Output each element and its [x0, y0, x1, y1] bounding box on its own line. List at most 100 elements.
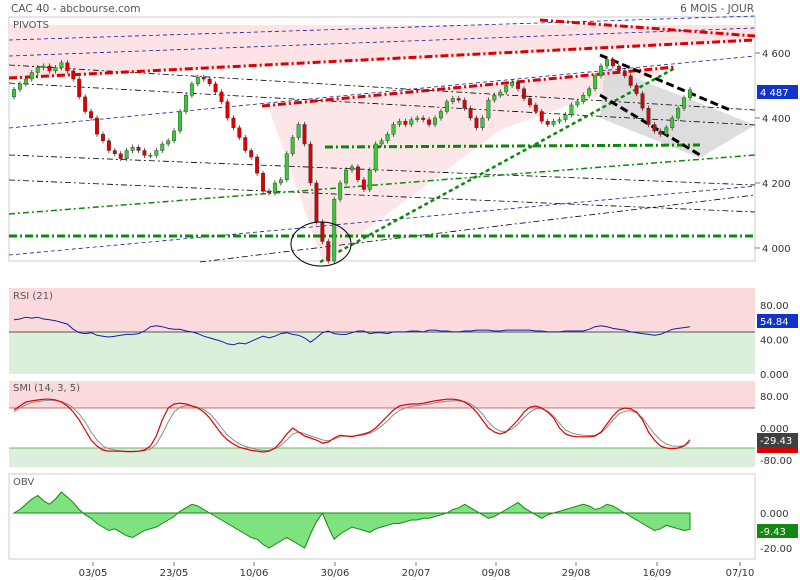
candle-body	[587, 88, 592, 96]
candle-body	[213, 83, 218, 93]
pivot-line	[8, 154, 756, 215]
x-tick-label: 16/09	[643, 568, 672, 579]
candle-body	[160, 143, 165, 151]
candle-body	[682, 97, 687, 109]
pivot-line	[8, 185, 756, 256]
x-tick-label: 20/07	[402, 568, 431, 579]
candle-body	[456, 98, 461, 101]
candle-body	[373, 143, 378, 171]
candle-body	[522, 88, 526, 99]
candle-body	[634, 85, 639, 94]
candle-body	[403, 121, 408, 125]
candle-body	[462, 99, 467, 109]
candle-body	[658, 130, 663, 135]
candle-body	[255, 156, 260, 174]
rsi-tick-label: 0.000	[760, 370, 789, 381]
candle-body	[225, 101, 230, 119]
candle-body	[480, 117, 485, 128]
candle-body	[367, 169, 372, 190]
rsi-panel: RSI (21) 80.00 40.00 0.000 54.84	[9, 288, 798, 381]
candle-body	[581, 95, 586, 102]
rsi-panel-label: RSI (21)	[13, 291, 53, 302]
candle-body	[539, 111, 544, 122]
candle-body	[112, 150, 117, 154]
x-tick-label: 10/06	[240, 568, 269, 579]
candle-body	[302, 124, 307, 145]
candle-body	[427, 119, 432, 125]
price-badge	[757, 85, 798, 99]
price-tick-label: 4 200	[762, 179, 791, 190]
candlesticks	[12, 56, 692, 264]
candle-body	[640, 93, 645, 109]
candle-body	[421, 117, 426, 120]
candle-body	[450, 98, 455, 102]
candle-body	[243, 137, 248, 151]
smi-badge-secondary	[757, 447, 798, 453]
candle-body	[53, 67, 58, 72]
pivot-line	[8, 15, 756, 41]
candle-body	[231, 117, 236, 128]
candle-body	[23, 78, 28, 85]
candle-body	[397, 121, 402, 125]
low-circle	[290, 221, 352, 267]
candle-body	[189, 83, 194, 96]
candle-body	[184, 95, 188, 112]
candle-body	[486, 99, 491, 119]
candle-body	[326, 241, 331, 262]
price-panel-label: PIVOTS	[13, 20, 49, 31]
candle-body	[35, 67, 40, 73]
candle-body	[498, 91, 503, 96]
x-tick-label: 09/08	[482, 568, 511, 579]
smi-tick-label: -80.00	[760, 456, 792, 467]
candle-body	[599, 65, 604, 76]
candle-body	[71, 70, 76, 80]
candle-body	[545, 121, 550, 125]
candle-body	[676, 108, 681, 119]
smi-axis: 80.00 0.000 -80.00	[760, 392, 792, 467]
candle-body	[344, 169, 349, 184]
candle-body	[355, 166, 360, 180]
candle-body	[267, 190, 271, 193]
x-tick-label: 03/05	[79, 568, 108, 579]
smi-badge	[757, 433, 798, 447]
candle-body	[415, 117, 420, 120]
x-tick-label: 23/05	[160, 568, 189, 579]
obv-axis: 0.000 -20.00	[760, 509, 792, 555]
candle-body	[385, 134, 390, 141]
candle-body	[237, 127, 242, 138]
smi-badge-text: -29.43	[760, 436, 792, 447]
candle-body	[338, 182, 343, 200]
candle-body	[504, 85, 509, 93]
candle-body	[557, 119, 562, 122]
candle-body	[290, 137, 295, 154]
pivot-line	[539, 18, 756, 38]
candle-body	[219, 91, 224, 102]
candle-body	[77, 78, 82, 98]
candle-body	[106, 140, 111, 151]
candle-body	[527, 98, 532, 106]
smi-tick-label: 0.000	[760, 424, 789, 435]
rsi-badge	[757, 314, 798, 328]
x-tick-label: 30/06	[321, 568, 350, 579]
pivot-line	[599, 93, 701, 157]
pivot-line	[324, 143, 701, 149]
pivot-line	[8, 179, 756, 213]
candle-body	[47, 65, 52, 72]
candle-body	[688, 89, 692, 99]
price-badge-text: 4 487	[760, 88, 789, 99]
pivot-line	[8, 64, 756, 111]
candle-body	[65, 62, 70, 72]
candle-body	[272, 182, 277, 193]
candle-body	[533, 104, 538, 112]
candle-body	[610, 59, 615, 67]
x-axis: 03/05 23/05 10/06 30/06 20/07 09/08 29/08 16/09…	[79, 562, 754, 579]
smi-mid-zone	[9, 408, 755, 448]
candle-body	[652, 124, 657, 132]
smi-panel: SMI (14, 3, 5) 80.00 0.000 -80.00 -29.43	[9, 381, 798, 467]
rsi-low-zone	[9, 332, 755, 374]
candle-body	[551, 121, 556, 125]
candle-body	[284, 153, 289, 180]
pivot-line	[8, 55, 756, 129]
candle-body	[166, 140, 171, 145]
